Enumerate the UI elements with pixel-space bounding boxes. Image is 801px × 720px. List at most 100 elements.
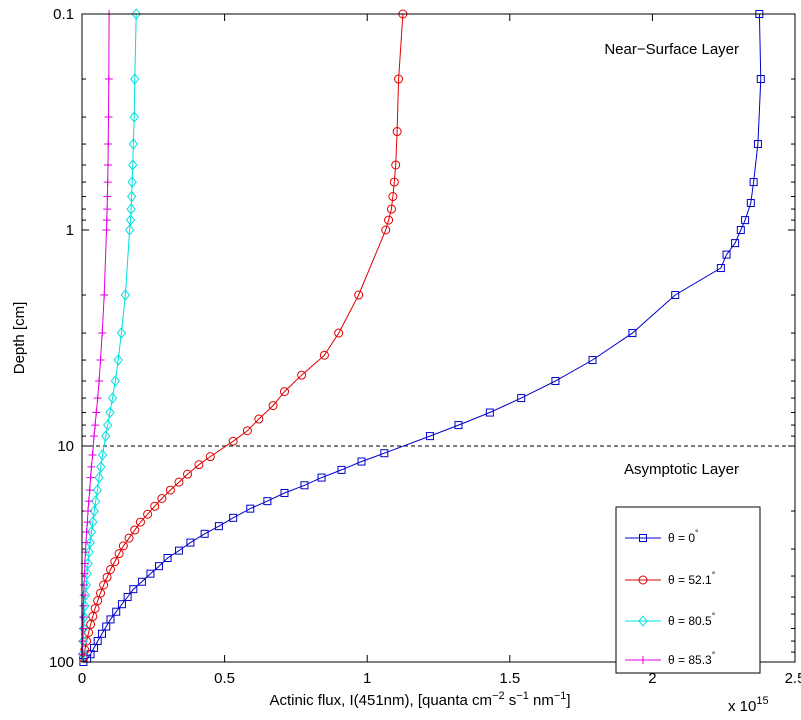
data-point (731, 239, 740, 248)
data-point (756, 75, 765, 84)
data-point (96, 356, 105, 365)
series-line (82, 13, 404, 659)
legend-marker (639, 534, 647, 542)
data-point (88, 516, 98, 528)
x-tick-label: 2.5 (785, 670, 801, 687)
data-point (128, 159, 138, 171)
data-point (381, 225, 391, 235)
data-point (88, 450, 97, 459)
data-point (163, 553, 172, 562)
data-point (588, 356, 597, 365)
series-line (81, 13, 110, 655)
data-point (81, 538, 90, 547)
data-point (91, 421, 100, 430)
x-tick-label: 0 (78, 670, 86, 687)
data-point (126, 203, 136, 215)
data-point (722, 250, 731, 259)
data-point (105, 406, 115, 419)
data-point (214, 522, 223, 531)
series-layer (77, 8, 765, 666)
data-point (143, 509, 153, 519)
data-point (83, 507, 92, 516)
data-point (92, 408, 101, 417)
data-point (165, 485, 175, 495)
data-point (317, 473, 326, 482)
data-point (104, 75, 113, 84)
data-point (110, 557, 120, 567)
data-point (228, 436, 238, 446)
data-point (97, 629, 106, 638)
data-point (96, 461, 106, 473)
data-point (79, 601, 88, 610)
data-point (137, 577, 146, 586)
x-axis-multiplier: x 1015 (728, 695, 769, 715)
data-point (103, 192, 112, 201)
data-point (386, 204, 396, 214)
data-point (102, 216, 111, 225)
data-point (485, 408, 494, 417)
data-point (205, 452, 215, 462)
data-point (92, 484, 103, 496)
data-point (671, 291, 680, 300)
data-point (174, 546, 183, 555)
data-point (125, 214, 136, 226)
data-point (100, 291, 109, 300)
y-tick-labels: 0.1 1 10 100 (49, 6, 74, 671)
data-point (454, 421, 463, 430)
x-tick-label: 0.5 (214, 670, 235, 687)
data-point (279, 387, 289, 397)
data-point (89, 505, 99, 517)
data-point (186, 538, 195, 547)
data-point (78, 637, 87, 646)
y-tick-label: 0.1 (53, 6, 74, 23)
x-tick-label: 1 (363, 670, 371, 687)
data-point (85, 486, 94, 495)
data-point (130, 73, 140, 85)
data-point (391, 160, 401, 170)
data-point (268, 401, 278, 411)
data-point (80, 589, 91, 601)
data-point (78, 624, 87, 633)
data-point (155, 562, 164, 571)
legend-entry: θ = 80.5° (625, 611, 716, 628)
data-point (96, 588, 106, 598)
data-point (280, 488, 289, 497)
data-point (88, 611, 98, 621)
data-point (126, 190, 137, 203)
data-point (118, 541, 128, 551)
data-point (91, 495, 101, 507)
y-tick-label: 100 (49, 654, 74, 671)
data-point (753, 140, 762, 149)
data-point (103, 205, 112, 214)
data-point (716, 264, 725, 273)
data-point (129, 111, 139, 123)
data-point (86, 619, 96, 629)
data-point (102, 622, 111, 631)
data-point (319, 350, 329, 360)
y-tick-label: 10 (57, 438, 74, 455)
data-point (124, 533, 134, 543)
data-point (101, 430, 111, 442)
data-point (146, 569, 155, 578)
data-point (87, 462, 96, 471)
data-point (127, 176, 137, 188)
legend-marker (639, 656, 647, 664)
data-point (736, 226, 745, 234)
series-1 (79, 10, 765, 666)
data-point (389, 177, 399, 187)
data-point (79, 622, 89, 635)
data-point (99, 580, 109, 590)
data-point (392, 127, 402, 137)
data-point (628, 329, 637, 338)
data-point (517, 394, 526, 403)
data-point (117, 600, 126, 609)
data-point (297, 370, 307, 380)
data-point (102, 226, 111, 234)
data-point (131, 8, 141, 20)
data-point (86, 473, 95, 482)
data-point (97, 449, 108, 461)
legend-label: θ = 80.5° (668, 611, 716, 628)
data-point (104, 140, 113, 149)
data-point (84, 497, 93, 506)
